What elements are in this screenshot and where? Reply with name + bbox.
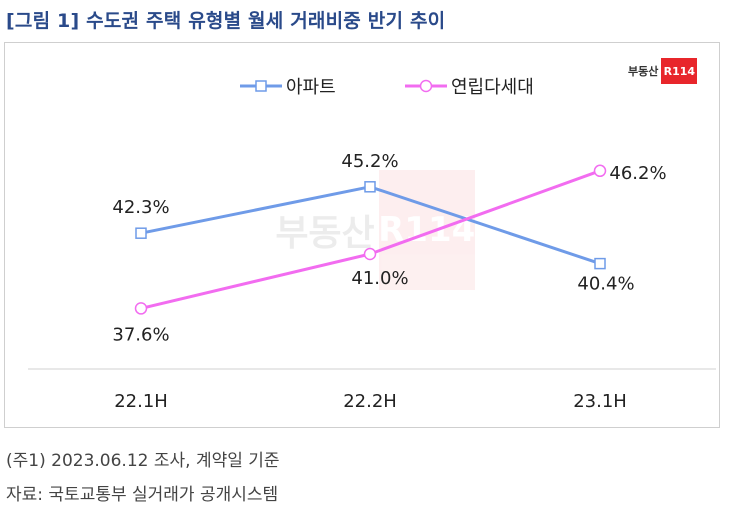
logo-text: 부동산 xyxy=(628,65,659,78)
data-label: 42.3% xyxy=(112,197,169,218)
chart-title: [그림 1] 수도권 주택 유형별 월세 거래비중 반기 추이 xyxy=(6,10,446,32)
data-label: 46.2% xyxy=(609,163,666,184)
data-point xyxy=(363,247,377,261)
brand-logo: 부동산 R114 xyxy=(628,58,698,84)
data-label: 41.0% xyxy=(351,268,408,289)
data-point xyxy=(594,257,606,270)
data-point xyxy=(134,302,148,315)
legend-marker xyxy=(419,79,433,93)
legend-marker xyxy=(255,80,267,92)
chart-area xyxy=(4,42,720,428)
data-label: 37.6% xyxy=(112,324,169,345)
footnote-source: 자료: 국토교통부 실거래가 공개시스템 xyxy=(6,485,279,505)
legend-label: 연립다세대 xyxy=(451,77,534,98)
logo-badge: R114 xyxy=(661,58,698,84)
legend-label: 아파트 xyxy=(286,77,336,98)
data-label: 45.2% xyxy=(341,151,398,172)
x-tick-label: 23.1H xyxy=(573,391,627,412)
data-point xyxy=(135,227,147,239)
footnote-survey: (주1) 2023.06.12 조사, 계약일 기준 xyxy=(6,451,280,471)
data-point xyxy=(364,181,376,193)
x-tick-label: 22.2H xyxy=(343,391,397,412)
data-point xyxy=(593,164,607,178)
data-label: 40.4% xyxy=(577,274,634,295)
x-tick-label: 22.1H xyxy=(114,391,168,412)
